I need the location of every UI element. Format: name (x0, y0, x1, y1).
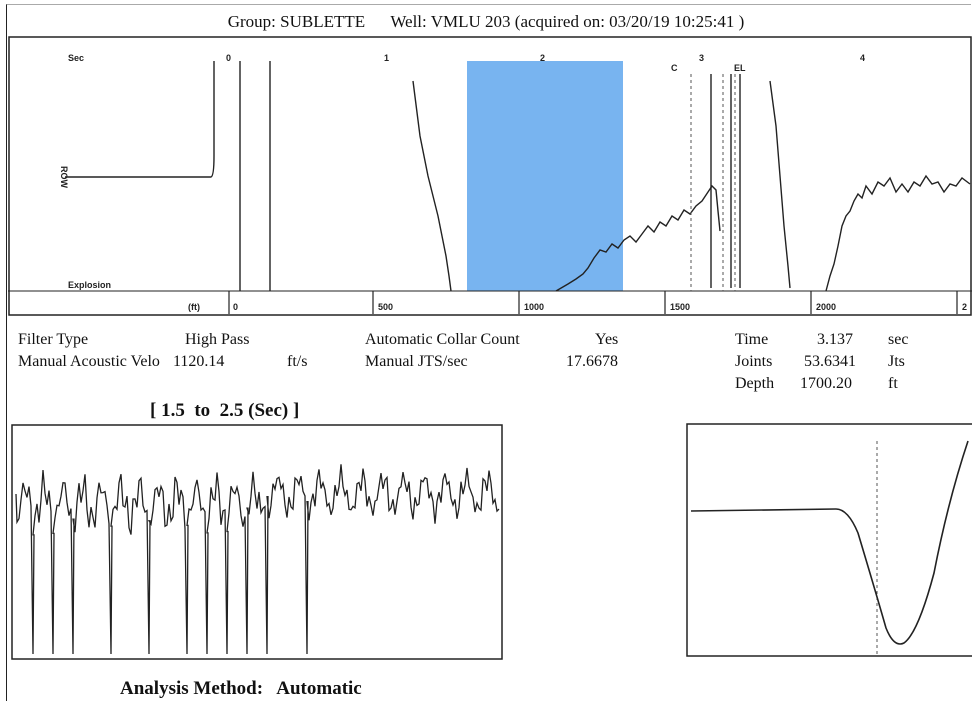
ft-label: (ft) (188, 302, 200, 312)
joints-label: Joints (735, 353, 773, 370)
collar-marker-c: C (671, 63, 678, 73)
analysis-method: Analysis Method: Automatic (120, 678, 362, 700)
filter-type-label: Filter Type (18, 331, 89, 348)
time-tick-label: 1 (384, 53, 389, 63)
depth-tick-label: 2 (962, 302, 967, 312)
filter-type-value: High Pass (185, 331, 250, 348)
analysis-method-label: Analysis Method: (120, 678, 264, 699)
depth-tick-label: 2000 (816, 302, 836, 312)
acoustic-velocity-value: 1120.14 (173, 353, 225, 370)
well-value: VMLU 203 (430, 12, 511, 31)
selected-interval[interactable] (467, 61, 623, 291)
depth-tick-label: 1500 (670, 302, 690, 312)
window-frame (6, 4, 971, 701)
collar-count-label: Automatic Collar Count (365, 331, 520, 348)
group-value: SUBLETTE (280, 12, 366, 31)
trace-segment (769, 80, 791, 289)
depth-tick-label: 1000 (524, 302, 544, 312)
time-label: Time (735, 331, 769, 348)
zoom-trace-plot[interactable] (11, 424, 503, 660)
zoom-trace (15, 464, 500, 655)
depth-tick-label: 0 (233, 302, 238, 312)
time-tick-label: 4 (860, 53, 865, 63)
explosion-trace (65, 61, 215, 178)
acoustic-velocity-unit: ft/s (287, 353, 308, 370)
zoom-plot-border (11, 424, 503, 660)
collar-count-value: Yes (595, 331, 619, 348)
detail-plot-border (686, 423, 972, 657)
collar-marker-el: EL (734, 63, 746, 73)
time-tick-label: 2 (540, 53, 545, 63)
acoustic-velocity-label: Manual Acoustic Velo (18, 353, 160, 370)
time-tick-label: 0 (226, 53, 231, 63)
depth-label: Depth (735, 375, 775, 392)
explosion-label: Explosion (68, 280, 111, 290)
jts-per-sec-value: 17.6678 (566, 353, 618, 370)
sec-label: Sec (68, 53, 84, 63)
trace-segment (825, 174, 971, 292)
detail-waveform (690, 440, 969, 645)
trace-segment (412, 80, 452, 292)
jts-per-sec-label: Manual JTS/sec (365, 353, 468, 370)
zoom-window-title: [ 1.5 to 2.5 (Sec) ] (150, 400, 300, 421)
group-label: Group: (227, 12, 276, 31)
acoustic-trace-plot[interactable]: Sec 0 1 2 3 4 C EL Explosion (ft) 0 500 … (8, 36, 972, 316)
time-tick-label: 3 (699, 53, 704, 63)
joints-value: 53.6341 (804, 353, 856, 370)
analysis-method-value: Automatic (276, 678, 362, 699)
trace-segment (555, 184, 721, 292)
time-value: 3.137 (817, 331, 853, 348)
plot-border (8, 36, 972, 316)
page-title: Group: SUBLETTE Well: VMLU 203 (acquired… (0, 12, 972, 32)
collar-detail-plot[interactable] (686, 423, 972, 657)
depth-tick-label: 500 (378, 302, 393, 312)
row-label: ROW (59, 166, 69, 189)
well-label: Well: (390, 12, 427, 31)
joints-unit: Jts (888, 353, 905, 370)
depth-unit: ft (888, 375, 898, 392)
depth-value: 1700.20 (800, 375, 852, 392)
time-unit: sec (888, 331, 909, 348)
acquired-timestamp: (acquired on: 03/20/19 10:25:41 ) (514, 12, 745, 31)
